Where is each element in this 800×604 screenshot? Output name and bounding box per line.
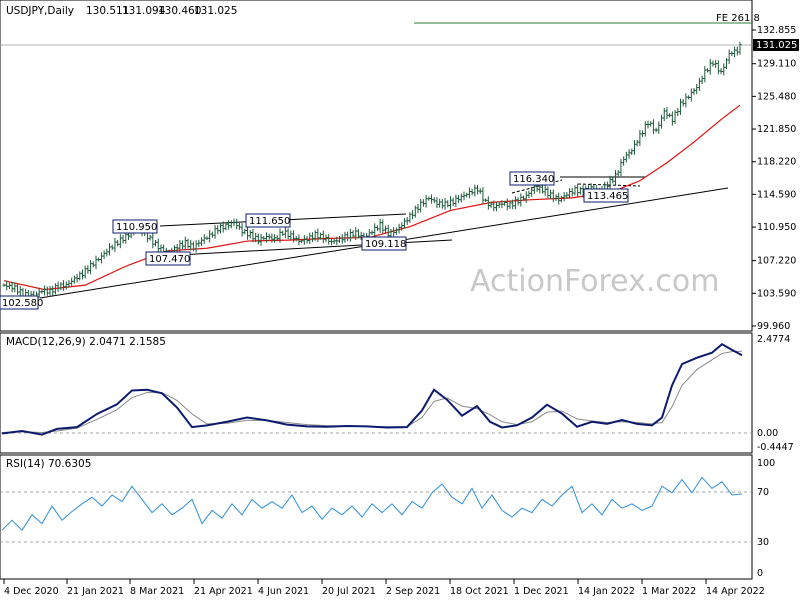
current-price-tag [753, 39, 799, 51]
macd-tick-bottom: -0.4447 [757, 442, 794, 453]
watermark: ActionForex.com [470, 264, 719, 299]
rsi-tick-70: 70 [757, 487, 769, 498]
fe-label: FE 261.8 [716, 13, 760, 24]
price-tick-label: 107.220 [757, 256, 796, 267]
x-tick-label: 21 Jan 2021 [67, 586, 124, 597]
x-tick-label: 4 Jun 2021 [258, 586, 309, 597]
annotation-111650: 111.650 [245, 213, 291, 228]
annotation-text: 113.465 [587, 191, 628, 202]
x-tick-label: 1 Dec 2021 [514, 586, 569, 597]
rsi-panel [0, 454, 753, 580]
price-tick-label: 114.590 [757, 189, 796, 200]
price-tick-label: 118.220 [757, 157, 796, 168]
annotation-text: 110.950 [116, 222, 157, 233]
annotation-text: 102.580 [2, 298, 43, 309]
x-tick-label: 14 Jan 2022 [578, 586, 635, 597]
x-tick-label: 20 Jul 2021 [322, 586, 376, 597]
price-y-axis: 132.855 129.110 125.480 121.850 118.220 114.5… [752, 25, 796, 332]
price-tick-label: 129.110 [757, 59, 796, 70]
x-tick-label: 1 Mar 2022 [642, 586, 696, 597]
macd-panel [0, 332, 753, 454]
macd-title: MACD(12,26,9) 2.0471 2.1585 [6, 336, 166, 348]
price-title: USDJPY,Daily [6, 5, 74, 17]
macd-tick-top: 2.4774 [757, 334, 790, 345]
annotation-text: 107.470 [149, 254, 190, 265]
x-tick-label: 14 Apr 2022 [706, 586, 765, 597]
price-tick-label: 110.950 [757, 222, 796, 233]
annotation-113465: 113.465 [583, 188, 629, 203]
dashed-segment [577, 183, 641, 187]
annotation-110950: 110.950 [112, 219, 158, 234]
x-tick-label: 4 Dec 2020 [4, 586, 59, 597]
moving-average-group [3, 104, 741, 291]
price-panel [0, 0, 753, 332]
rsi-tick-30: 30 [757, 537, 769, 548]
x-tick-label: 21 Apr 2021 [194, 586, 253, 597]
price-tick-label: 132.855 [757, 25, 796, 36]
x-tick-label: 8 Mar 2021 [130, 586, 184, 597]
current-price-value: 131.025 [756, 40, 797, 51]
x-axis: 4 Dec 2020 21 Jan 2021 8 Mar 2021 21 Apr 20… [3, 579, 765, 597]
macd-main-line [1, 342, 743, 436]
ohlc-low: 130.460 [158, 5, 201, 17]
x-tick-label: 2 Sep 2021 [386, 586, 440, 597]
annotation-text: 111.650 [249, 216, 290, 227]
annotation-text: 109.118 [365, 239, 406, 250]
price-tick-label: 103.590 [757, 288, 796, 299]
ohlc-high: 131.094 [122, 5, 166, 17]
annotation-116340: 116.340 [509, 171, 555, 186]
macd-tick-zero: 0.00 [757, 428, 778, 439]
annotation-text: 116.340 [513, 174, 554, 185]
rsi-line [1, 476, 743, 531]
annotation-102580: 102.580 [0, 295, 43, 310]
rsi-tick-0: 0 [757, 568, 763, 579]
rsi-title: RSI(14) 70.6305 [6, 458, 91, 470]
ohlc-open: 130.511 [86, 5, 129, 17]
annotation-107470: 107.470 [145, 251, 191, 266]
price-tick-label: 99.960 [757, 321, 790, 332]
x-tick-label: 18 Oct 2021 [450, 586, 509, 597]
ohlc-bar [738, 41, 742, 55]
ohlc-close: 131.025 [194, 5, 237, 17]
moving-average-line [3, 104, 741, 291]
price-tick-label: 121.850 [757, 124, 796, 135]
macd-lines-group [1, 342, 743, 436]
rsi-line-group [1, 476, 743, 531]
rsi-tick-100: 100 [757, 458, 775, 469]
annotation-109118: 109.118 [361, 236, 407, 251]
price-tick-label: 125.480 [757, 91, 796, 102]
